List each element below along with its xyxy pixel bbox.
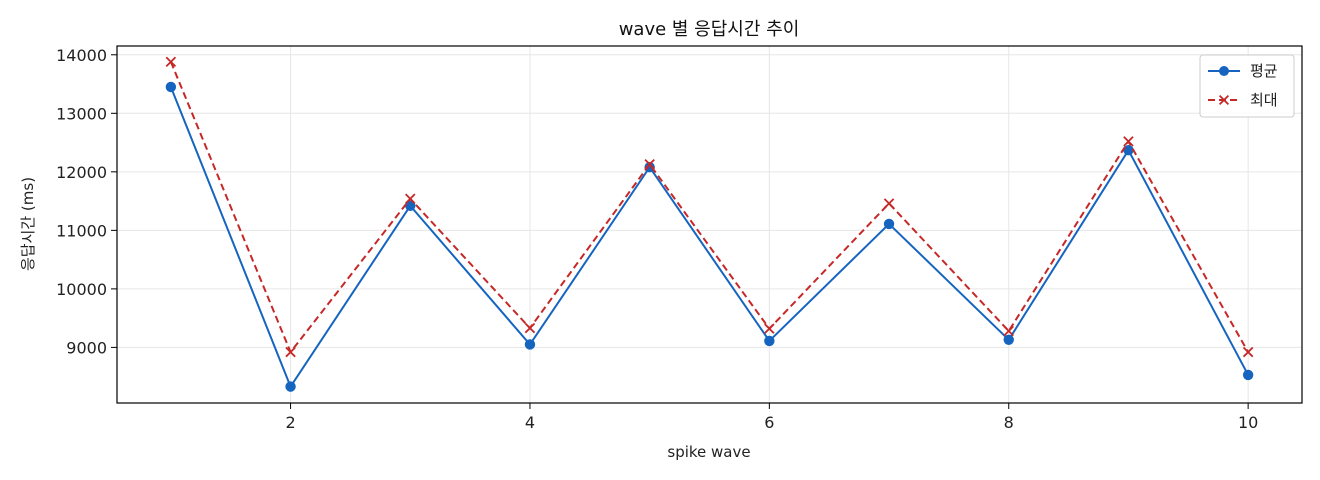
series-1-point xyxy=(1123,144,1134,156)
y-tick-label: 14000 xyxy=(56,46,107,65)
legend-marker xyxy=(1219,66,1229,76)
series-1-point xyxy=(644,161,655,173)
series-1-point xyxy=(405,200,416,211)
series-1 xyxy=(165,81,1254,392)
y-axis-title: 응답시간 (ms) xyxy=(19,177,37,271)
x-tick-label: 6 xyxy=(764,413,774,432)
x-marker-stroke xyxy=(524,322,536,334)
y-tick-label: 10000 xyxy=(56,280,107,299)
series-2-point xyxy=(524,322,536,334)
x-marker-stroke xyxy=(764,323,775,334)
series-2-point xyxy=(1003,325,1014,337)
series-2-point xyxy=(285,346,296,358)
x-marker-stroke xyxy=(1003,325,1014,337)
x-marker-stroke xyxy=(1242,346,1254,358)
series-2-point xyxy=(764,323,775,334)
x-marker-stroke xyxy=(883,198,895,209)
x-marker-stroke xyxy=(1218,94,1230,106)
series-2-point xyxy=(405,193,416,204)
series-2-line xyxy=(169,61,1250,354)
x-axis-title: spike wave xyxy=(667,443,750,461)
x-marker-stroke xyxy=(405,193,416,204)
series-1-line xyxy=(169,86,1250,388)
series-2-point xyxy=(1123,136,1134,147)
x-tick-label: 4 xyxy=(525,413,535,432)
axes: 2 4 6 8 10 9000 10000 11000 12000 13000 14000 xyxy=(56,46,1258,432)
x-marker-stroke xyxy=(644,158,655,170)
series-1-point xyxy=(764,335,775,347)
x-marker-stroke xyxy=(165,56,177,68)
legend-box xyxy=(1199,54,1295,118)
series-2-point xyxy=(883,198,895,209)
y-tick-label: 11000 xyxy=(56,221,107,240)
series-1-point xyxy=(883,218,895,230)
grid xyxy=(117,46,1302,403)
y-tick-label: 9000 xyxy=(66,338,107,357)
x-marker-stroke xyxy=(285,346,296,358)
x-tick-label: 10 xyxy=(1238,413,1258,432)
series-layer xyxy=(165,56,1254,392)
series-1-point xyxy=(1242,369,1254,381)
series-2-point xyxy=(644,158,655,170)
series-2-point xyxy=(1242,346,1254,358)
series-2-point xyxy=(165,56,177,68)
legend-label: 평균 xyxy=(1250,62,1278,80)
plot-frame xyxy=(116,45,1303,404)
chart-title: wave 별 응답시간 추이 xyxy=(619,19,800,40)
y-tick-label: 12000 xyxy=(56,163,107,182)
series-1-point xyxy=(165,81,177,93)
legend-marker xyxy=(1218,94,1230,106)
series-1-point xyxy=(524,339,536,350)
legend-item-2: 최대 xyxy=(1208,91,1278,109)
series-1-point xyxy=(1003,334,1014,345)
series-1-point xyxy=(285,381,296,392)
y-tick-label: 13000 xyxy=(56,104,107,123)
series-2 xyxy=(165,56,1254,358)
legend-label: 최대 xyxy=(1250,91,1278,109)
x-tick-label: 2 xyxy=(285,413,295,432)
x-tick-label: 8 xyxy=(1004,413,1014,432)
legend-item-1: 평균 xyxy=(1208,62,1278,80)
x-marker-stroke xyxy=(1123,136,1134,147)
